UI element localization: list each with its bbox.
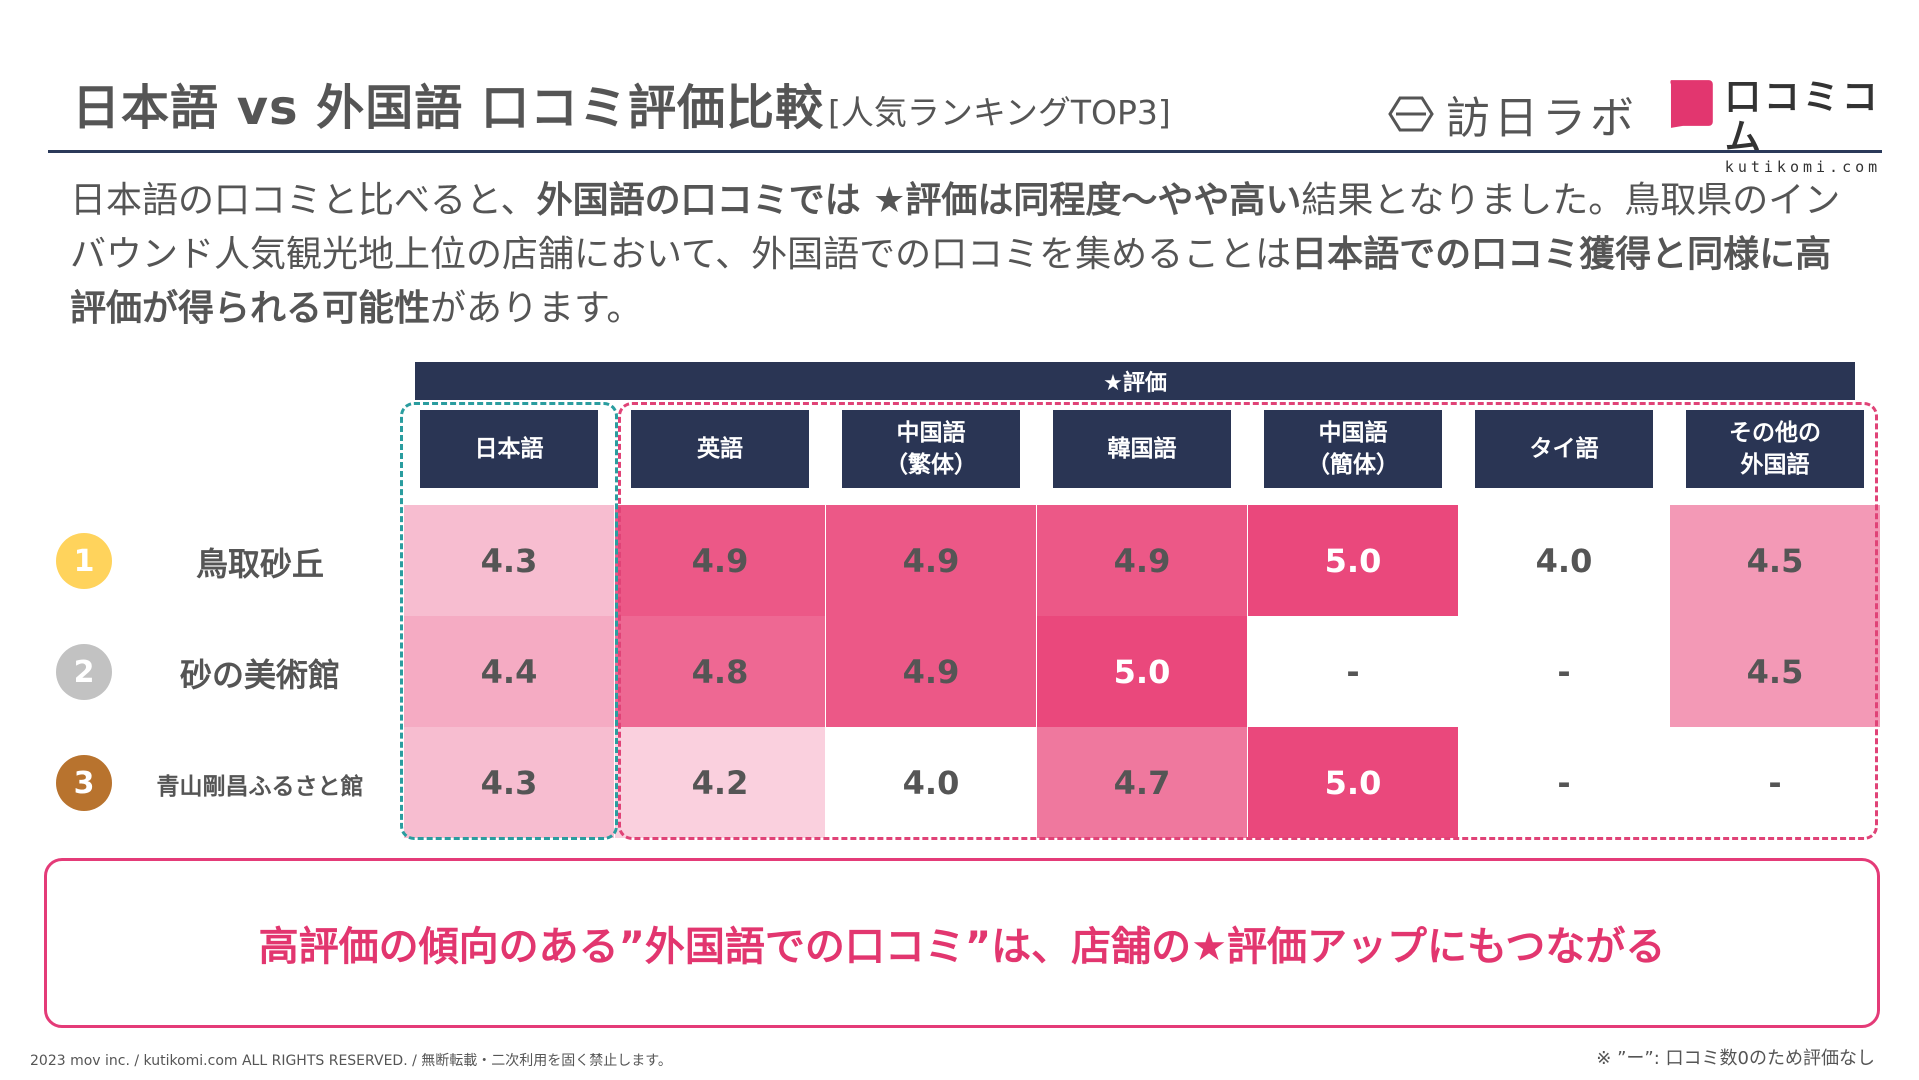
header-divider [48,150,1882,153]
row-label: 鳥取砂丘 [195,545,324,583]
intro-bold-2: 日本語での口コミ獲得と同様に高評価が得られる可能性 [70,234,1832,329]
rating-cell: 4.4 [404,616,614,727]
row-label: 砂の美術館 [179,656,340,694]
intro-text-1: 日本語の口コミと比べると、 [70,180,537,221]
conclusion-text: 高評価の傾向のある”外国語での口コミ”は、店舗の★評価アップにもつながる [258,924,1666,970]
copyright-text: 2023 mov inc. / kutikomi.com ALL RIGHTS … [30,1053,672,1069]
kutikomi-logo-icon [1670,80,1713,128]
column-header: 中国語 （繁体） [842,410,1020,488]
rating-cell: 4.8 [615,616,825,727]
column-header: その他の 外国語 [1686,410,1864,488]
rating-cell: 5.0 [1248,505,1458,616]
rating-cell: 4.9 [1037,505,1247,616]
rating-cell: 4.3 [404,727,614,838]
kutikomi-logo-jp: 口コミコム [1724,77,1881,158]
rank-badge: 2 [56,644,112,700]
rating-cell: 4.5 [1670,505,1880,616]
intro-paragraph: 日本語の口コミと比べると、外国語の口コミでは ★評価は同程度〜やや高い結果となり… [70,174,1860,336]
row-label: 青山剛昌ふるさと館 [156,774,364,800]
rating-cell: 4.5 [1670,616,1880,727]
column-header: 韓国語 [1053,410,1231,488]
rating-cell: - [1670,727,1880,838]
column-header: 日本語 [420,410,598,488]
rating-cell: - [1459,616,1669,727]
footnote-text: ※ ”ー”: 口コミ数0のため評価なし [1596,1048,1875,1069]
rating-cell: 4.0 [826,727,1036,838]
rating-cell: 4.7 [1037,727,1247,838]
rating-cell: - [1459,727,1669,838]
column-header: 英語 [631,410,809,488]
rating-cell: 5.0 [1248,727,1458,838]
kutikomi-logo: 口コミコム kutikomi.com [1665,78,1919,176]
houjin-logo-icon [1388,96,1434,132]
rating-cell: 4.9 [615,505,825,616]
title-sub: [人気ランキングTOP3] [828,93,1171,132]
japanese-column-outline [400,402,618,840]
intro-text-2: 結果となりました。鳥取県のインバウンド人気観光地上位の店舗において、外国語での口… [70,180,1841,275]
conclusion-box: 高評価の傾向のある”外国語での口コミ”は、店舗の★評価アップにもつながる [44,858,1880,1028]
rating-cell: 4.9 [826,505,1036,616]
column-header: 中国語 （簡体） [1264,410,1442,488]
rating-header-band: ★評価 [415,362,1855,400]
rating-cell: - [1248,616,1458,727]
rating-cell: 4.3 [404,505,614,616]
rating-cell: 4.9 [826,616,1036,727]
intro-bold-1: 外国語の口コミでは ★評価は同程度〜やや高い [536,180,1302,221]
rating-cell: 4.0 [1459,505,1669,616]
houjin-labo-logo: 訪日ラボ [1388,82,1638,146]
page-title: 日本語 vs 外国語 口コミ評価比較 [人気ランキングTOP3] [72,68,1171,138]
houjin-logo-text: 訪日ラボ [1446,93,1638,144]
intro-text-3: があります。 [430,288,643,329]
foreign-columns-outline [618,402,1878,840]
rank-badge: 1 [56,533,112,589]
rank-badge: 3 [56,755,112,811]
title-main: 日本語 vs 外国語 口コミ評価比較 [72,80,824,136]
rating-cell: 4.2 [615,727,825,838]
kutikomi-logo-en: kutikomi.com [1724,158,1882,176]
column-header: タイ語 [1475,410,1653,488]
rating-cell: 5.0 [1037,616,1247,727]
